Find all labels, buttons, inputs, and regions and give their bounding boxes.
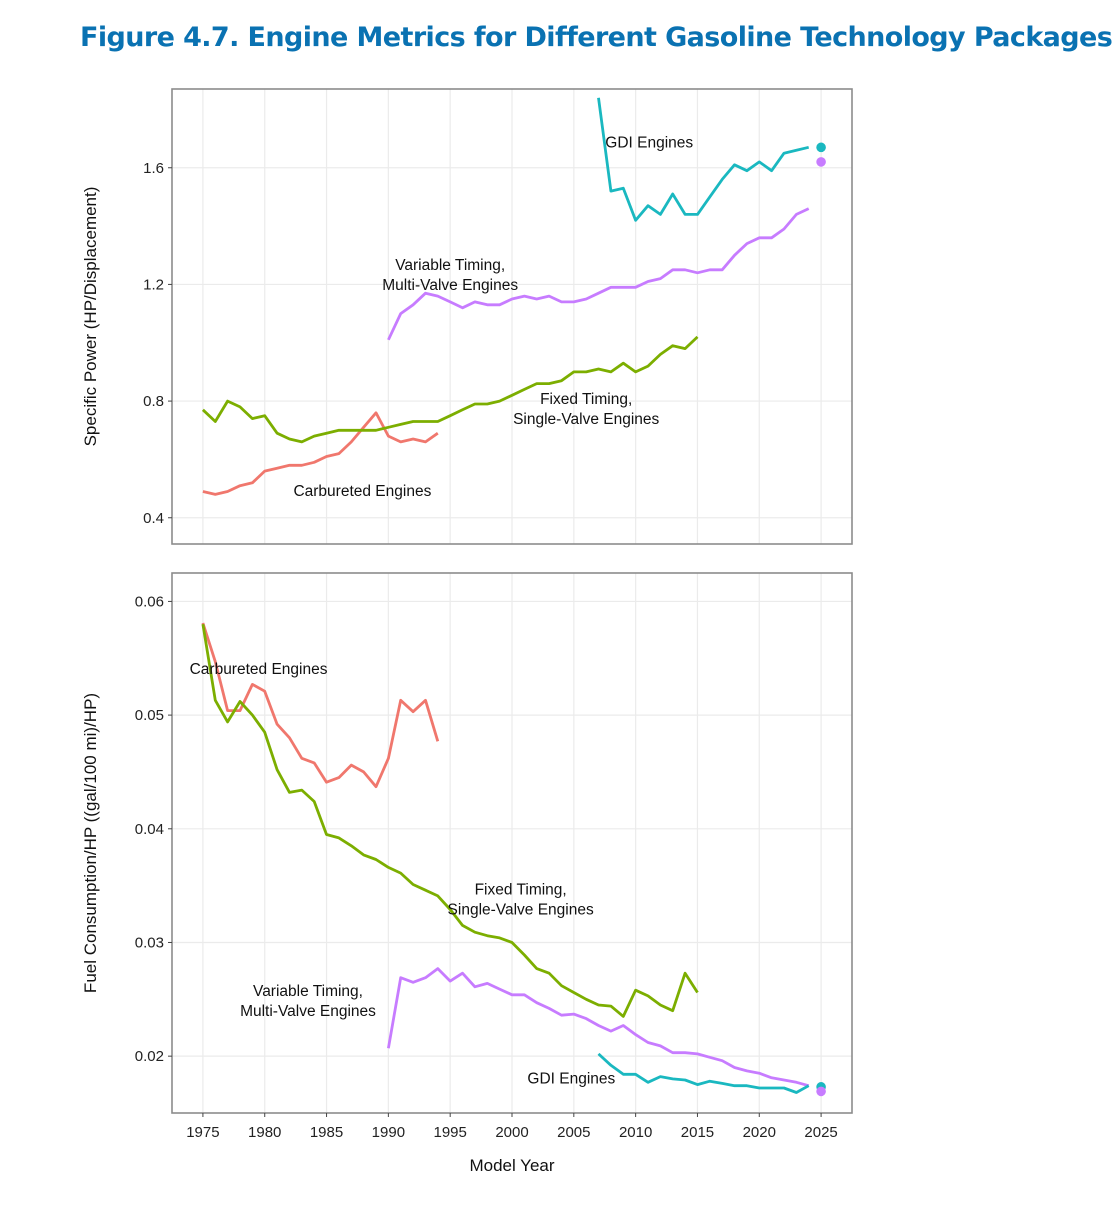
y-tick-label: 0.8 [143, 393, 164, 410]
annotation-label: Variable Timing, Multi-Valve Engines [240, 983, 376, 1020]
fuel-consumption-panel: Carbureted Engines Fixed Timing, Single-Va… [81, 572, 853, 1114]
x-tick-label: 2025 [804, 1124, 837, 1141]
annotation-line: Multi-Valve Engines [240, 1003, 376, 1020]
x-tick-label: 1990 [372, 1124, 405, 1141]
x-axis: 1975 1980 1985 1990 1995 2000 2005 2010 2015 2020… [186, 1113, 838, 1175]
x-tick-label: 2000 [495, 1124, 528, 1141]
y-tick-label: 0.02 [135, 1048, 164, 1065]
series-line-variable [387, 207, 810, 341]
annotation-label: Fixed Timing, Single-Valve Engines [448, 882, 594, 919]
y-tick-label: 0.4 [143, 510, 164, 527]
figure-title: Figure 4.7. Engine Metrics for Different… [80, 22, 1113, 53]
x-tick-label: 1975 [186, 1124, 219, 1141]
x-tick-label: 2005 [557, 1124, 590, 1141]
y-axis-title: Fuel Consumption/HP ((gal/100 mi)/HP) [81, 693, 100, 993]
point-variable-2025 [816, 1086, 826, 1097]
annotation-label: Fixed Timing, Single-Valve Engines [513, 391, 659, 428]
annotation-line: Multi-Valve Engines [382, 277, 518, 294]
series-line-fixed [201, 335, 699, 444]
annotation-label: GDI Engines [605, 134, 693, 151]
y-tick-label: 1.2 [143, 276, 164, 293]
x-tick-label: 1985 [310, 1124, 343, 1141]
annotation-line: GDI Engines [605, 134, 693, 151]
panel-border [171, 88, 853, 545]
series-line-carbureted [201, 622, 440, 789]
annotation-line: Carbureted Engines [190, 661, 328, 678]
series-line-gdi [597, 1052, 810, 1094]
specific-power-panel: Carbureted Engines Fixed Timing, Single-Va… [81, 88, 853, 545]
y-tick-label: 0.04 [135, 821, 164, 838]
annotation-line: Single-Valve Engines [513, 411, 659, 428]
y-axis-title: Specific Power (HP/Displacement) [81, 187, 100, 447]
y-tick-label: 0.03 [135, 934, 164, 951]
series-line-gdi [597, 97, 810, 222]
series-line-variable [387, 967, 810, 1088]
annotation-line: GDI Engines [527, 1070, 615, 1087]
x-tick-label: 2015 [681, 1124, 714, 1141]
annotation-line: Carbureted Engines [293, 483, 431, 500]
annotation-label: Variable Timing, Multi-Valve Engines [382, 257, 518, 294]
x-tick-label: 1995 [433, 1124, 466, 1141]
y-tick-label: 0.05 [135, 707, 164, 724]
x-tick-label: 2020 [743, 1124, 776, 1141]
y-tick-label: 0.06 [135, 593, 164, 610]
y-tick-label: 1.6 [143, 160, 164, 177]
point-variable-2025 [816, 157, 826, 167]
annotation-label: Carbureted Engines [293, 483, 431, 500]
series-line-carbureted [202, 411, 439, 496]
annotation-line: Variable Timing, [253, 983, 363, 1000]
annotation-label: Carbureted Engines [190, 661, 328, 678]
series-line-fixed [201, 623, 699, 1018]
x-axis-title: Model Year [469, 1156, 554, 1175]
annotation-line: Variable Timing, [395, 257, 505, 274]
x-tick-label: 1980 [248, 1124, 281, 1141]
annotation-line: Fixed Timing, [475, 882, 567, 899]
annotation-label: GDI Engines [527, 1070, 615, 1087]
point-gdi-2025 [816, 142, 826, 153]
x-tick-label: 2010 [619, 1124, 652, 1141]
annotation-line: Single-Valve Engines [448, 902, 594, 919]
annotation-line: Fixed Timing, [540, 391, 632, 408]
